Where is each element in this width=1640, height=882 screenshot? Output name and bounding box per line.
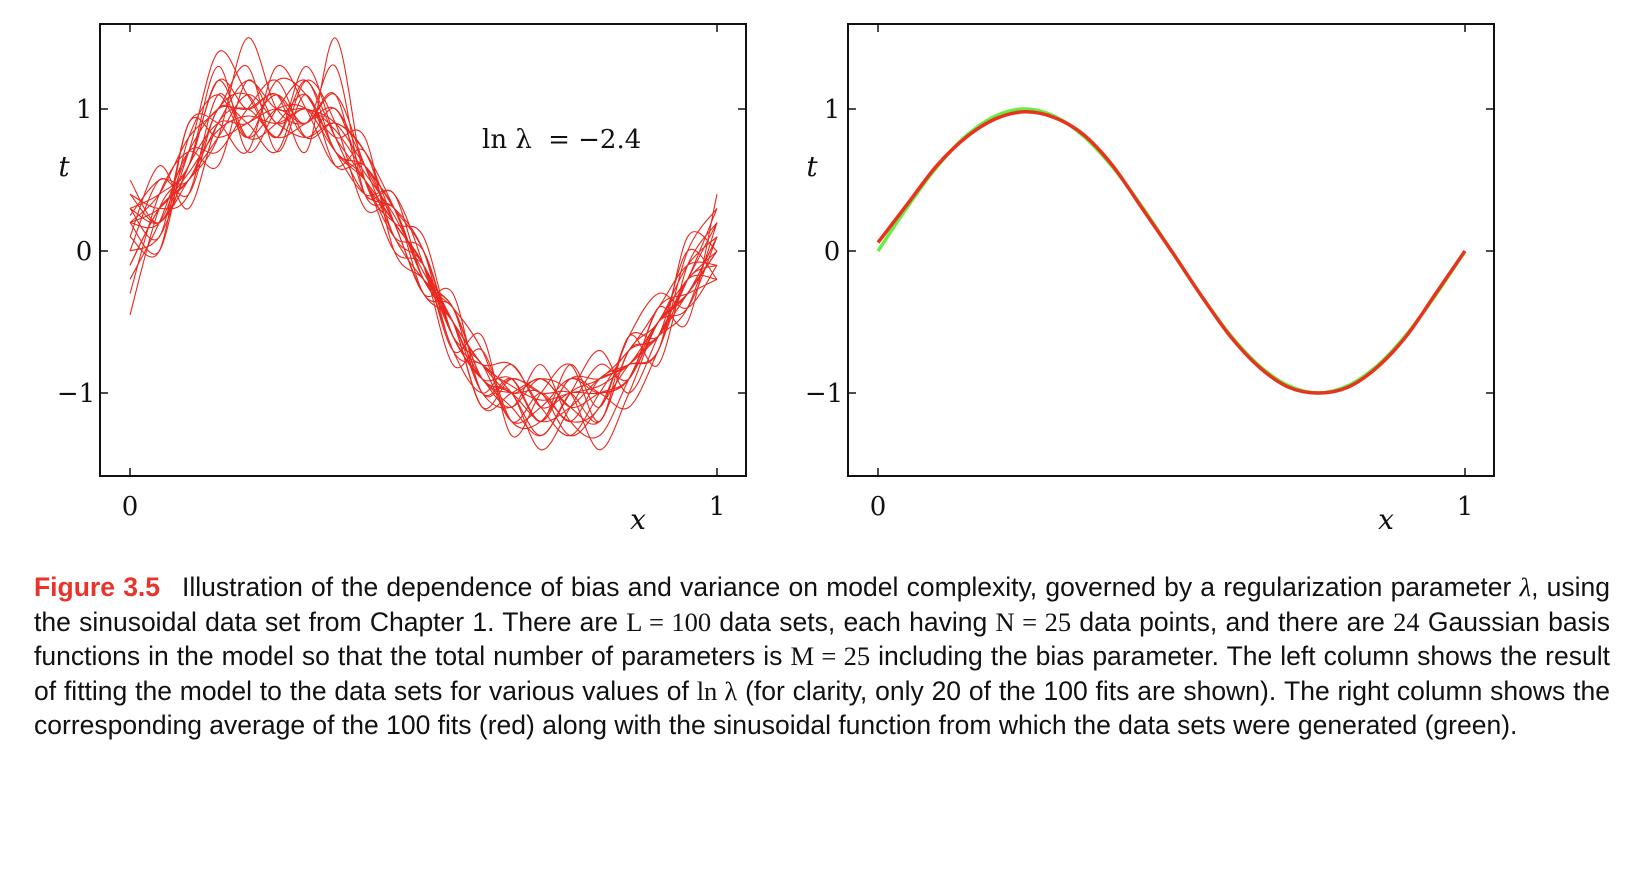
left-panel: 1 0 −1 t 0 1 x ln λ = −2.4 — [57, 23, 747, 536]
caption-math-N: N = 25 — [995, 606, 1072, 637]
caption-math-ln-lambda: ln λ — [696, 675, 738, 706]
caption-text-2: , using the sinusoidal data set from Cha… — [34, 572, 1610, 637]
y-tick-label-neg1: −1 — [805, 379, 843, 409]
figure-caption: Figure 3.5 Illustration of the dependence… — [34, 570, 1610, 743]
right-series-line-1 — [876, 110, 1467, 395]
figure-plots: 1 0 −1 t 0 1 x ln λ = −2.4 1 0 − — [57, 23, 1495, 536]
caption-math-24: 24 — [1393, 606, 1420, 637]
lambda-annotation: ln λ = −2.4 — [482, 125, 641, 155]
left-series-line-9 — [129, 65, 718, 437]
x-tick-label-0: 0 — [122, 492, 139, 522]
left-series-line-16 — [129, 93, 718, 437]
left-y-ticks — [100, 108, 746, 394]
x-axis-label: x — [1378, 503, 1394, 536]
caption-text-4: data points, and there are — [1079, 606, 1385, 637]
right-y-ticks — [848, 108, 1494, 394]
caption-math-L: L = 100 — [626, 606, 712, 637]
x-axis-label: x — [630, 503, 646, 536]
left-fit-curves — [129, 37, 718, 451]
y-axis-label: t — [58, 150, 70, 183]
right-average-curves — [876, 107, 1467, 395]
x-tick-label-1: 1 — [1457, 492, 1474, 522]
left-x-ticks — [129, 24, 718, 476]
left-series-line-12 — [129, 64, 718, 423]
left-series-line-18 — [129, 80, 718, 423]
y-axis-label: t — [806, 150, 818, 183]
caption-text-3: data sets, each having — [719, 606, 988, 637]
caption-text-5: Gaussian basis functions in the model so… — [34, 606, 1610, 672]
left-series-line-15 — [129, 65, 718, 437]
left-series-line-5 — [129, 37, 718, 437]
caption-text-6: including the bias parameter. The left c… — [34, 641, 1610, 706]
x-tick-label-0: 0 — [870, 492, 887, 522]
figure-label: Figure 3.5 — [34, 572, 161, 602]
caption-text-7: (for clarity, only 20 of the 100 fits ar… — [34, 675, 1610, 741]
caption-text-1: Illustration of the dependence of bias a… — [182, 572, 1512, 602]
caption-math-M: M = 25 — [790, 641, 871, 671]
y-tick-label-neg1: −1 — [57, 379, 95, 409]
x-tick-label-1: 1 — [709, 492, 726, 522]
caption-math-lambda: λ — [1519, 572, 1532, 602]
y-tick-label-0: 0 — [824, 237, 841, 267]
y-tick-label-0: 0 — [76, 237, 93, 267]
y-tick-label-1: 1 — [76, 95, 93, 125]
right-plot-frame — [847, 23, 1495, 477]
annotation-eq: = −2.4 — [548, 125, 641, 155]
left-plot-frame — [99, 23, 747, 477]
annotation-var: ln λ — [482, 125, 532, 155]
left-series-line-19 — [129, 93, 718, 423]
right-panel: 1 0 −1 t 0 1 x — [805, 23, 1495, 536]
y-tick-label-1: 1 — [824, 95, 841, 125]
right-x-ticks — [877, 24, 1466, 476]
